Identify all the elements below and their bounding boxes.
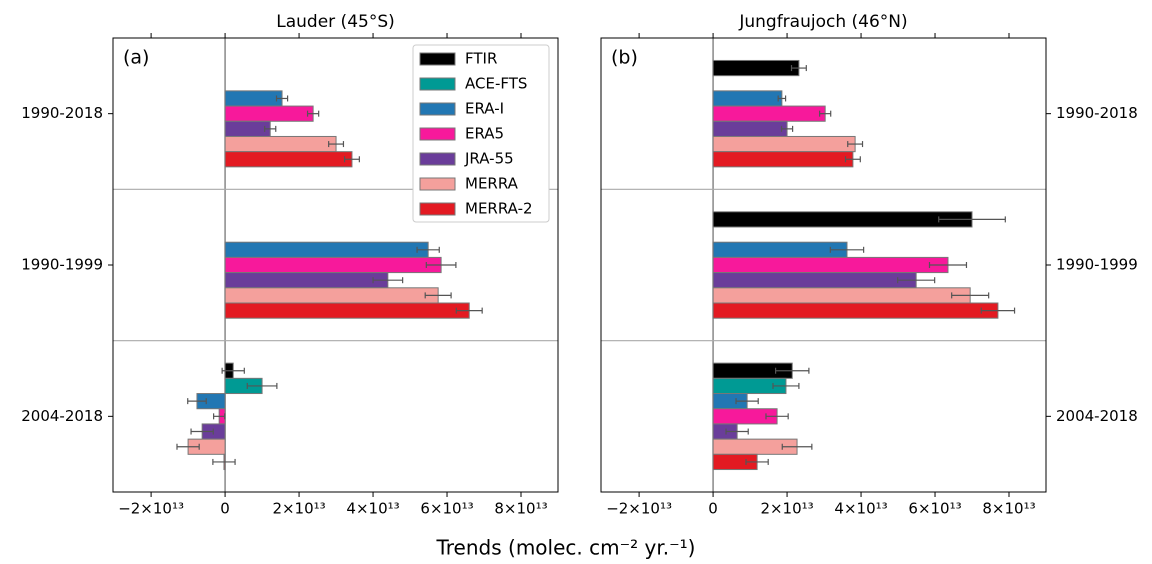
bar: [712, 241, 848, 258]
x-tick-label: −2×10¹³: [606, 500, 672, 518]
x-tick-label: 6×10¹³: [420, 500, 473, 518]
x-tick-label: 6×10¹³: [908, 500, 961, 518]
x-tick-label: 0: [708, 500, 718, 518]
x-tick-label: 4×10¹³: [346, 500, 399, 518]
legend-swatch: [419, 77, 456, 91]
x-tick-label: 8×10¹³: [982, 500, 1035, 518]
panel-label: (b): [611, 47, 638, 69]
plot-frame: [112, 37, 559, 493]
bar: [224, 135, 337, 153]
y-tick-label: 2004-2018: [1056, 407, 1138, 425]
bar: [712, 302, 999, 319]
panel-label: (a): [123, 47, 149, 69]
panel-title: Jungfraujoch (46°N): [738, 12, 907, 32]
x-tick-label: 2×10¹³: [760, 500, 813, 518]
bar: [224, 256, 442, 274]
bar: [712, 59, 800, 77]
bar: [712, 256, 949, 274]
legend-swatch: [419, 127, 456, 141]
x-tick-label: 4×10¹³: [834, 500, 887, 518]
legend-label: ERA5: [465, 125, 504, 143]
bar: [712, 211, 973, 228]
bar: [712, 151, 854, 168]
bar: [712, 287, 971, 304]
legend-swatch: [419, 177, 456, 191]
bar: [224, 302, 470, 319]
x-tick-label: 8×10¹³: [494, 500, 547, 518]
panel-title: Lauder (45°S): [276, 12, 395, 32]
legend-label: MERRA: [465, 175, 519, 193]
bar: [224, 105, 314, 122]
bar: [712, 90, 783, 107]
legend-swatch: [419, 152, 456, 166]
bar: [712, 105, 826, 122]
bar: [712, 120, 788, 137]
bar: [224, 241, 429, 258]
bar: [224, 287, 439, 304]
y-tick-label: 1990-1999: [21, 256, 103, 274]
y-tick-label: 1990-2018: [21, 104, 103, 122]
bar: [224, 272, 389, 289]
legend-label: ERA-I: [465, 100, 504, 118]
bar: [712, 135, 856, 153]
x-axis-label: Trends (molec. cm⁻² yr.⁻¹): [436, 536, 696, 560]
bar: [712, 272, 917, 289]
legend-swatch: [419, 102, 456, 116]
legend-label: FTIR: [465, 50, 497, 68]
x-tick-label: 0: [220, 500, 230, 518]
plot-frame: [600, 37, 1047, 493]
x-tick-label: −2×10¹³: [118, 500, 184, 518]
bar: [224, 151, 353, 168]
legend-label: ACE-FTS: [465, 75, 527, 93]
legend-swatch: [419, 52, 456, 66]
y-tick-label: 1990-1999: [1056, 256, 1138, 274]
bar: [224, 90, 283, 107]
y-tick-label: 2004-2018: [21, 407, 103, 425]
legend-swatch: [419, 202, 456, 216]
x-tick-label: 2×10¹³: [272, 500, 325, 518]
legend-label: MERRA-2: [465, 200, 533, 218]
legend-label: JRA-55: [464, 150, 514, 168]
bar: [224, 120, 271, 137]
y-tick-label: 1990-2018: [1056, 104, 1138, 122]
